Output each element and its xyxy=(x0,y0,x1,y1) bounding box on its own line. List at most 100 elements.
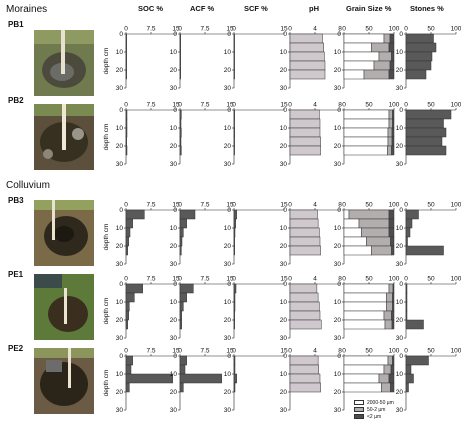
grain-bar-fine xyxy=(392,118,395,129)
x-tick-label: 100 xyxy=(451,202,461,209)
x-tick-label: 8 xyxy=(338,102,342,109)
grain-bar-fine xyxy=(388,42,395,53)
x-tick-label: 100 xyxy=(389,102,400,109)
depth-axis-label: depth cm xyxy=(103,298,110,325)
stones-bar xyxy=(405,209,419,220)
scf-bar xyxy=(233,382,236,393)
scf-bar xyxy=(233,42,235,53)
depth-tick-label: 20 xyxy=(116,67,124,74)
legend-item-coarse: 2000-50 µm xyxy=(354,399,394,406)
depth-tick-label: 10 xyxy=(170,225,178,232)
depth-tick-label: 20 xyxy=(280,143,288,150)
grain-bar-fine xyxy=(388,373,395,384)
soc-bar xyxy=(125,209,145,220)
ph-bar xyxy=(289,382,321,393)
acf-bar xyxy=(179,42,181,53)
depth-tick-label: 30 xyxy=(396,161,404,168)
depth-tick-label: 10 xyxy=(116,371,124,378)
depth-tick-label: 0 xyxy=(119,353,123,360)
soc-bar xyxy=(125,127,128,138)
soc-bar xyxy=(125,33,127,44)
site-label-pe2: PE2 xyxy=(8,344,24,353)
depth-tick-label: 10 xyxy=(170,49,178,56)
soc-bar xyxy=(125,382,130,393)
ph-bar xyxy=(289,51,325,62)
depth-tick-label: 30 xyxy=(170,261,178,268)
depth-tick-label: 10 xyxy=(334,125,342,132)
legend-swatch-mid xyxy=(354,407,364,412)
section-colluvium: Colluvium xyxy=(6,180,50,191)
x-tick-label: 0 xyxy=(232,202,236,209)
x-tick-label: 8 xyxy=(338,26,342,33)
soc-bar xyxy=(125,118,128,129)
depth-tick-label: 0 xyxy=(119,207,123,214)
x-tick-label: 15 xyxy=(226,202,234,209)
depth-tick-label: 20 xyxy=(170,143,178,150)
x-tick-label: 7.5 xyxy=(146,202,155,209)
grain-bar-mid xyxy=(386,301,393,312)
ph-bar xyxy=(289,283,318,294)
depth-tick-label: 0 xyxy=(399,207,403,214)
x-tick-label: 50 xyxy=(365,102,373,109)
grain-bar-coarse xyxy=(343,33,385,44)
grain-bar-fine xyxy=(392,301,395,312)
x-tick-label: 0 xyxy=(288,102,292,109)
depth-tick-label: 0 xyxy=(399,281,403,288)
depth-tick-label: 0 xyxy=(337,281,341,288)
acf-bar xyxy=(179,127,182,138)
stones-bar xyxy=(405,127,447,138)
depth-tick-label: 0 xyxy=(119,107,123,114)
stones-bar xyxy=(405,373,414,384)
depth-tick-label: 0 xyxy=(119,31,123,38)
depth-tick-label: 0 xyxy=(399,353,403,360)
grain-bar-fine xyxy=(388,227,395,238)
grain-bar-fine xyxy=(391,51,395,62)
ph-bar xyxy=(289,310,321,321)
depth-tick-label: 0 xyxy=(227,353,231,360)
grain-bar-fine xyxy=(389,60,395,71)
stones-bar xyxy=(405,145,447,156)
x-tick-label: 100 xyxy=(451,26,461,33)
x-tick-label: 50 xyxy=(427,276,435,283)
depth-tick-label: 0 xyxy=(283,31,287,38)
scf-bar xyxy=(233,292,236,303)
acf-bar xyxy=(179,109,182,120)
x-tick-label: 7.5 xyxy=(146,348,155,355)
soc-bar xyxy=(125,319,128,330)
grain-bar-mid xyxy=(378,373,390,384)
x-tick-label: 4 xyxy=(313,348,317,355)
x-tick-label: 100 xyxy=(389,348,400,355)
grain-bar-fine xyxy=(389,33,395,44)
x-tick-label: 0 xyxy=(178,26,182,33)
soc-bar xyxy=(125,373,173,384)
acf-bar xyxy=(179,364,186,375)
scf-bar xyxy=(233,319,235,330)
depth-axis-label: depth cm xyxy=(103,224,110,251)
grain-bar-fine xyxy=(391,136,395,147)
depth-tick-label: 10 xyxy=(224,299,232,306)
ph-bar xyxy=(289,42,324,53)
x-tick-label: 0 xyxy=(124,102,128,109)
x-tick-label: 0 xyxy=(178,276,182,283)
depth-tick-label: 0 xyxy=(173,31,177,38)
legend-label-mid: 50-2 µm xyxy=(367,406,386,413)
depth-tick-label: 0 xyxy=(227,207,231,214)
acf-bar xyxy=(179,118,182,129)
depth-tick-label: 10 xyxy=(334,299,342,306)
ph-bar xyxy=(289,145,321,156)
depth-tick-label: 10 xyxy=(224,125,232,132)
x-tick-label: 0 xyxy=(288,26,292,33)
depth-tick-label: 30 xyxy=(334,407,342,414)
stones-bar xyxy=(405,310,408,321)
scf-bar xyxy=(233,301,236,312)
grain-bar-fine xyxy=(392,292,395,303)
scf-bar xyxy=(233,33,235,44)
acf-bar xyxy=(179,51,181,62)
x-tick-label: 15 xyxy=(280,276,288,283)
grain-bar-coarse xyxy=(343,355,389,366)
grain-bar-mid xyxy=(348,209,390,220)
depth-tick-label: 20 xyxy=(170,317,178,324)
header-stones: Stones % xyxy=(410,4,444,13)
depth-tick-label: 20 xyxy=(116,317,124,324)
